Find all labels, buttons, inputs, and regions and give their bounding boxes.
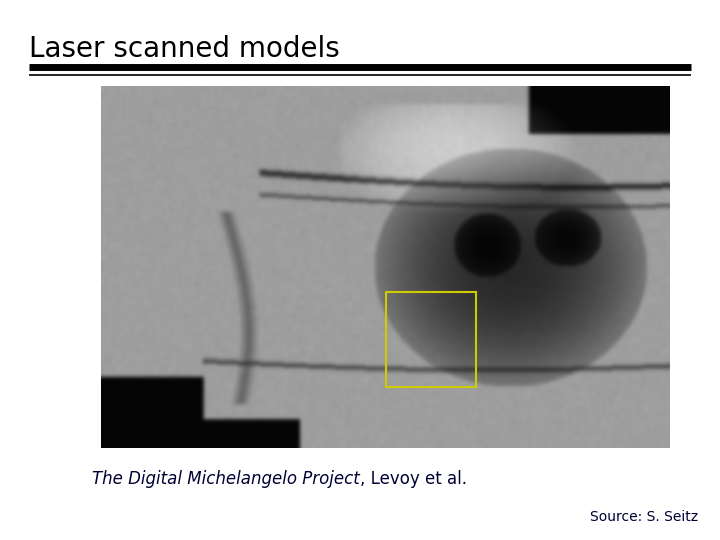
Text: Laser scanned models: Laser scanned models (29, 35, 340, 63)
Text: The Digital Michelangelo Project: The Digital Michelangelo Project (92, 470, 360, 488)
Text: Source: S. Seitz: Source: S. Seitz (590, 510, 698, 524)
Text: , Levoy et al.: , Levoy et al. (360, 470, 467, 488)
Bar (386, 292, 476, 387)
